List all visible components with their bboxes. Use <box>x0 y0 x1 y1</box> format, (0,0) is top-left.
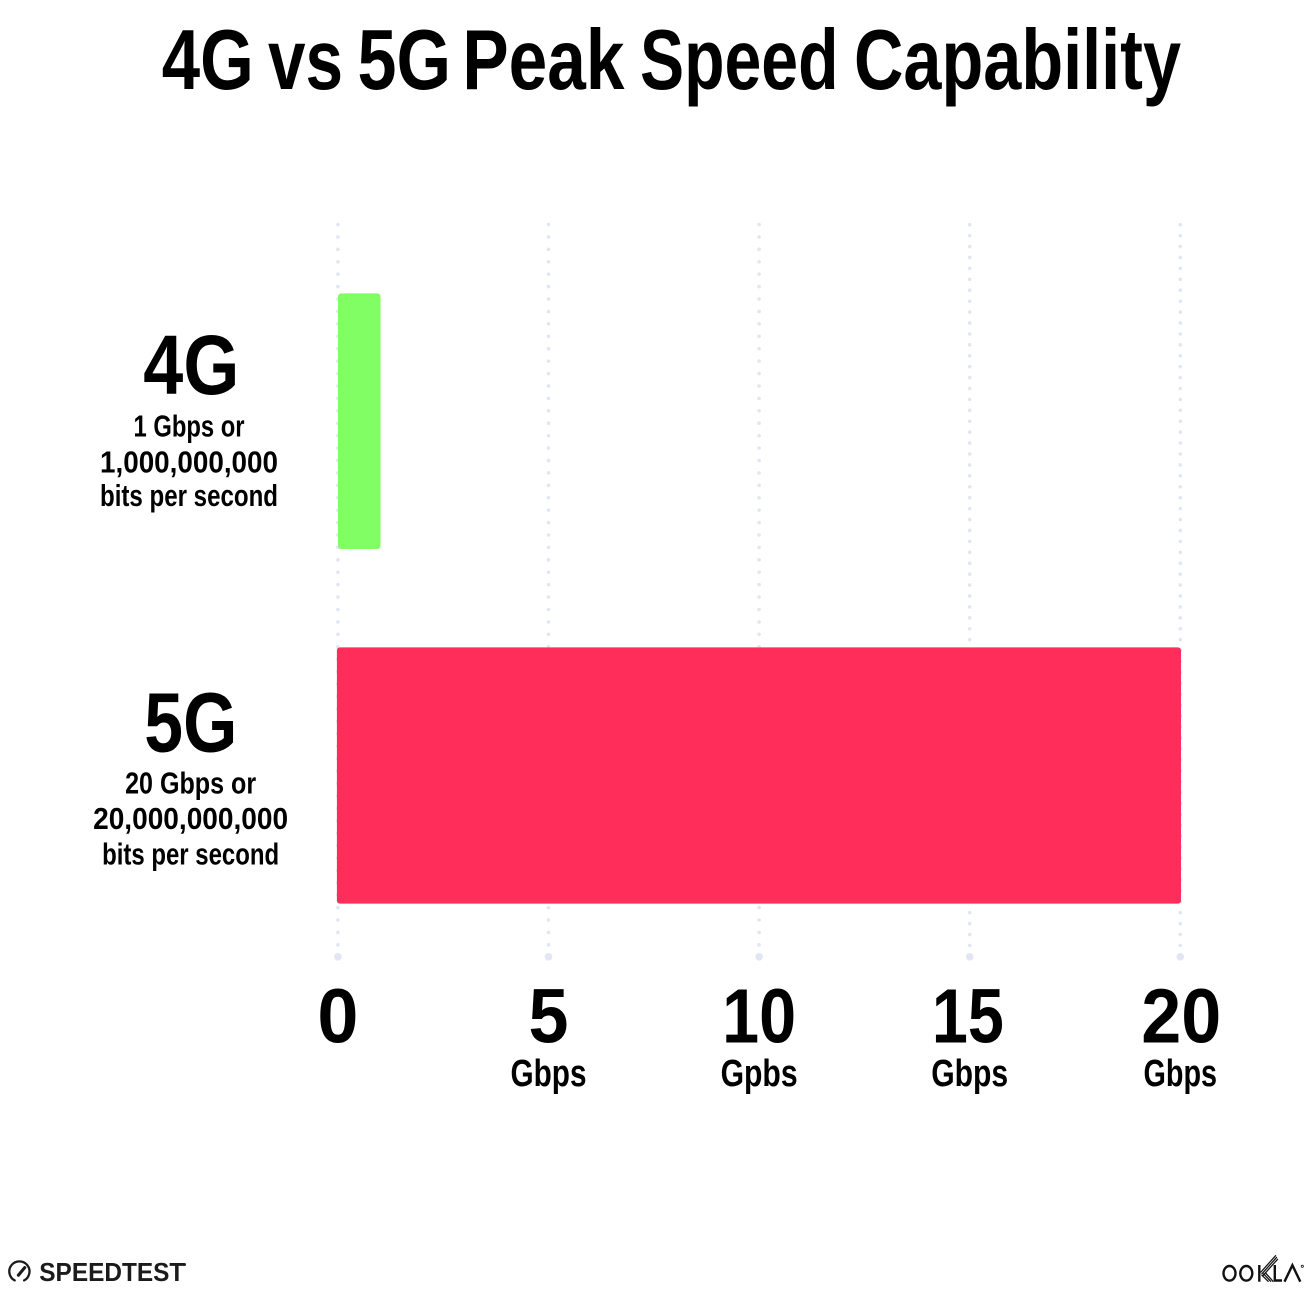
svg-text:SPEEDTEST: SPEEDTEST <box>39 1259 184 1287</box>
svg-text:10: 10 <box>722 974 796 1060</box>
svg-text:1,000,000,000: 1,000,000,000 <box>100 445 278 479</box>
svg-text:bits per second: bits per second <box>102 837 279 871</box>
svg-text:Gbps: Gbps <box>931 1053 1008 1095</box>
svg-text:4G: 4G <box>162 13 254 108</box>
svg-text:4G: 4G <box>143 318 239 412</box>
svg-text:5: 5 <box>529 974 569 1060</box>
svg-text:Gpbs: Gpbs <box>721 1053 798 1095</box>
svg-text:20,000,000,000: 20,000,000,000 <box>93 802 288 836</box>
svg-text:20 Gbps or: 20 Gbps or <box>125 767 256 801</box>
svg-text:Peak: Peak <box>462 13 625 108</box>
svg-text:Gbps: Gbps <box>511 1053 587 1095</box>
svg-text:bits per second: bits per second <box>100 479 278 513</box>
svg-text:5G: 5G <box>144 676 237 770</box>
svg-text:0: 0 <box>317 974 358 1060</box>
svg-text:vs: vs <box>268 13 343 108</box>
svg-text:Capability: Capability <box>854 13 1181 108</box>
svg-text:5G: 5G <box>358 13 452 108</box>
svg-text:20: 20 <box>1141 974 1221 1060</box>
svg-text:1 Gbps or: 1 Gbps or <box>134 410 245 444</box>
svg-text:Speed: Speed <box>640 13 839 108</box>
svg-text:15: 15 <box>932 974 1004 1060</box>
svg-text:Gbps: Gbps <box>1144 1053 1218 1095</box>
